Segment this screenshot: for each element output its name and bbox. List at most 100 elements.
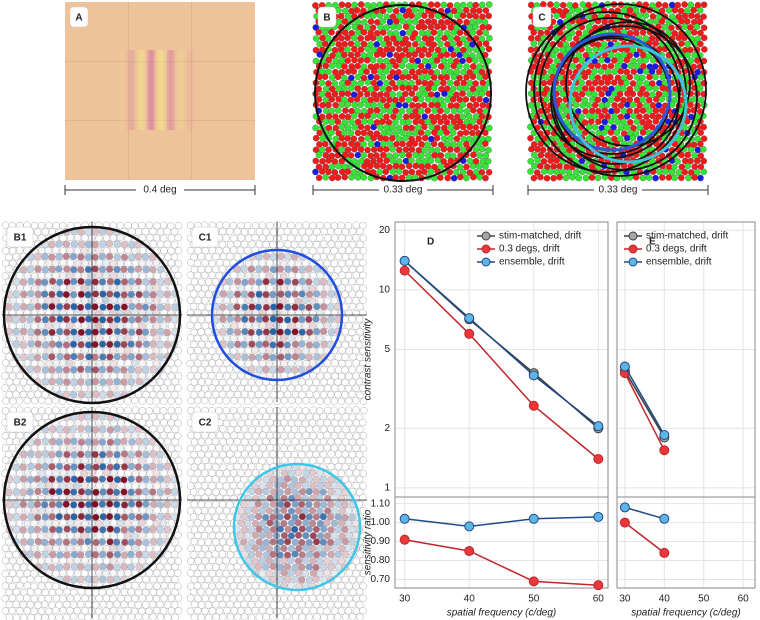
cone-response <box>70 240 78 248</box>
cone-response <box>59 595 67 603</box>
cone-response <box>265 557 274 565</box>
panel-label: C <box>538 13 545 24</box>
cone-response <box>186 444 194 453</box>
cone-response <box>23 607 31 615</box>
cone-response <box>255 538 263 546</box>
cone-response <box>23 384 31 392</box>
cone <box>393 40 400 47</box>
cone-response <box>259 519 267 528</box>
cone-response <box>316 606 325 615</box>
cone-response <box>222 557 230 565</box>
cone-response <box>156 450 164 459</box>
cone <box>412 118 419 126</box>
cone <box>319 34 326 42</box>
cone-response <box>301 569 309 578</box>
cone-response <box>48 563 56 572</box>
cone-response <box>215 457 223 465</box>
cone-response <box>1 594 9 603</box>
cone-response <box>175 222 183 230</box>
cone <box>411 6 419 14</box>
cone-response <box>131 322 139 330</box>
cone-response <box>34 601 42 609</box>
cone <box>414 35 422 43</box>
cone-response <box>313 588 321 596</box>
cone <box>332 1 339 9</box>
cone-response <box>124 582 132 590</box>
cone <box>528 34 535 42</box>
cone <box>440 24 447 31</box>
cone <box>325 56 333 64</box>
cone-response <box>197 265 205 274</box>
cone <box>578 157 586 165</box>
cone-response <box>52 444 60 452</box>
cone <box>565 12 573 20</box>
cone-response <box>152 397 160 405</box>
cone-response <box>269 488 278 496</box>
cone-response <box>312 450 320 459</box>
cone-response <box>345 372 353 380</box>
cone-response <box>258 346 266 355</box>
cone-response <box>223 469 231 477</box>
gabor-stripe <box>129 50 131 130</box>
cone-response <box>295 406 303 414</box>
cone <box>469 95 477 103</box>
cone-response <box>241 353 249 361</box>
cone <box>668 168 676 176</box>
gabor-stripe <box>135 50 137 130</box>
cone-response <box>327 450 335 458</box>
cone <box>459 113 467 121</box>
cone-response <box>226 365 234 373</box>
cone-response <box>69 391 78 399</box>
cone <box>694 146 702 154</box>
cone <box>354 51 361 58</box>
cone <box>354 151 362 159</box>
cone <box>621 6 628 14</box>
cone-response <box>116 297 125 305</box>
cone-response <box>73 431 81 440</box>
cone-response <box>291 500 299 508</box>
cone-response <box>102 334 111 342</box>
cone-response <box>251 334 259 342</box>
cone-response <box>341 525 349 534</box>
cone <box>386 18 394 26</box>
cone <box>399 118 407 126</box>
cone <box>360 40 368 48</box>
cone-response <box>91 450 99 459</box>
cone-response <box>105 240 114 248</box>
cone-response <box>258 482 266 490</box>
cone-response <box>197 353 205 362</box>
cone <box>534 146 541 153</box>
cone <box>325 101 332 109</box>
cone-response <box>56 278 64 286</box>
cone-response <box>84 500 93 509</box>
cone-response <box>291 601 299 609</box>
cone-response <box>302 532 310 540</box>
cone <box>643 113 650 120</box>
cone-response <box>302 444 310 453</box>
cone-response <box>327 227 335 236</box>
cone <box>652 40 659 47</box>
cone-response <box>244 494 252 503</box>
cone-response <box>41 588 49 597</box>
cone-response <box>230 469 238 477</box>
cone-response <box>156 391 164 399</box>
cone-response <box>301 284 310 292</box>
cone-response <box>331 272 339 280</box>
cone-response <box>135 525 143 534</box>
cone <box>629 80 637 87</box>
cone-response <box>345 531 353 540</box>
cone <box>556 140 564 148</box>
cone <box>386 63 393 70</box>
cone-response <box>145 569 154 577</box>
cone-response <box>193 259 201 268</box>
cone-response <box>230 397 238 405</box>
cone <box>338 90 346 98</box>
cone <box>633 51 640 58</box>
cone <box>453 123 461 131</box>
cone-response <box>194 457 202 465</box>
cone <box>700 13 707 20</box>
cone-response <box>128 512 136 521</box>
cone-response <box>284 525 292 534</box>
cone-response <box>84 575 93 583</box>
cone-response <box>309 222 317 230</box>
